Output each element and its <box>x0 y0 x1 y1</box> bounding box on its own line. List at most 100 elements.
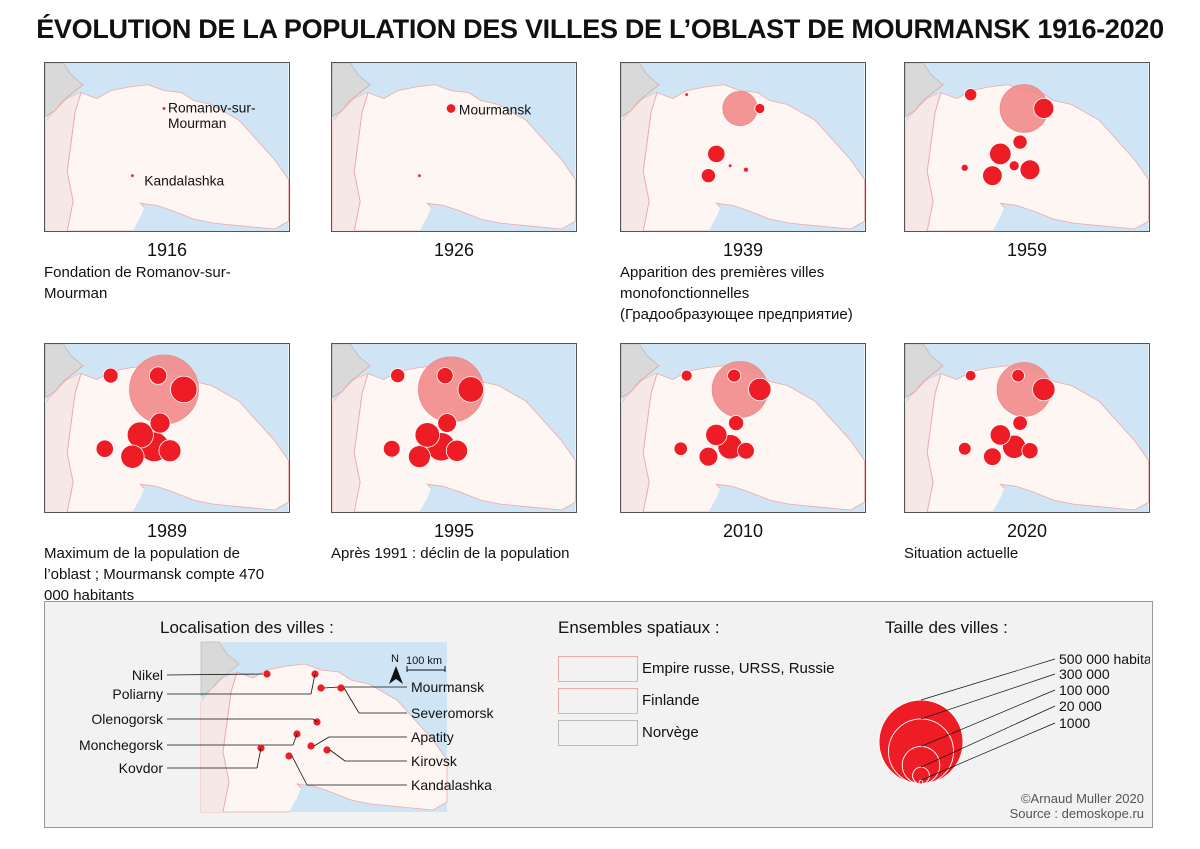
legend-box: Localisation des villes : N 100 km Nikel Po… <box>44 601 1153 828</box>
city-dot <box>317 684 325 692</box>
city-circle-kandalashka <box>417 173 422 178</box>
white-sea-bay <box>992 488 1054 512</box>
finland-border <box>642 373 658 512</box>
swatch-label-norway: Norvège <box>642 724 699 741</box>
city-circle-olenogorsk <box>437 413 457 433</box>
panel-year: 1959 <box>1006 240 1048 260</box>
map-label: Mourmansk <box>459 101 531 117</box>
swatch-label-finland: Finlande <box>642 692 700 709</box>
city-label-left: Poliarny <box>112 686 163 702</box>
city-circle-severomorsk <box>170 375 198 404</box>
russia-land <box>45 84 289 231</box>
russia-land <box>621 84 865 231</box>
city-dot <box>307 742 315 750</box>
size-label: 1000 <box>1059 715 1090 731</box>
swatch-russia <box>558 656 638 682</box>
map-1989 <box>44 343 290 513</box>
city-label-right: Mourmansk <box>411 679 485 695</box>
city-dot <box>337 684 345 692</box>
finland-border <box>926 92 942 231</box>
finland-border <box>66 373 82 512</box>
map-label: Romanov-sur- <box>168 99 256 115</box>
scale-label: 100 km <box>406 655 442 667</box>
city-circle-romanov-sur-mourman <box>162 106 166 111</box>
city-circle-kandalashka <box>983 447 1002 466</box>
city-dot <box>323 746 331 754</box>
white-sea-bay <box>708 207 770 231</box>
finland-border <box>353 373 369 512</box>
city-circle-kirovsk <box>1021 442 1039 460</box>
city-circle-olenogorsk <box>1012 134 1028 150</box>
city-circle-monchegorsk <box>126 421 154 449</box>
white-sea-bay <box>132 207 194 231</box>
white-sea-bay <box>419 207 481 231</box>
city-circle-apatity <box>1008 160 1020 172</box>
city-label-right: Kirovsk <box>411 753 458 769</box>
panel-year: 1939 <box>722 240 764 260</box>
city-label-left: Kovdor <box>119 760 164 776</box>
white-sea-bay <box>708 488 770 512</box>
white-sea-bay <box>132 488 194 512</box>
norway-border <box>45 84 84 117</box>
map-1959 <box>904 62 1150 232</box>
finland-border <box>66 92 82 231</box>
panel-2020: 2020 Situation actuelle <box>904 343 1150 564</box>
city-circle-kandalashka <box>407 445 431 469</box>
panel-1939: 1939 Apparition des premières villes mon… <box>620 62 866 325</box>
panel-caption: Maximum de la population de l’oblast ; M… <box>44 545 265 604</box>
city-circle-olenogorsk <box>149 412 171 434</box>
finland-land <box>621 373 658 512</box>
city-dot <box>285 752 293 760</box>
city-circle-apatity <box>728 164 732 168</box>
city-circle-kandalashka <box>982 165 1003 186</box>
map-1939 <box>620 62 866 232</box>
panel-year: 1916 <box>146 240 188 260</box>
city-circle-severomorsk <box>754 103 766 114</box>
panel-year: 2020 <box>1006 521 1048 541</box>
city-label-right: Apatity <box>411 729 454 745</box>
credit-source: Source : demoskope.ru <box>1009 806 1144 821</box>
finland-border <box>926 373 942 512</box>
norway-border <box>332 365 371 398</box>
city-circle-monchegorsk <box>707 144 726 164</box>
city-label-left: Monchegorsk <box>79 737 164 753</box>
map-1916: Romanov-sur-Mourman Kandalashka <box>44 62 290 232</box>
city-circle-severomorsk <box>1032 377 1056 402</box>
size-label: 100 000 <box>1059 682 1110 698</box>
white-sea-bay <box>419 488 481 512</box>
city-circle-kirovsk <box>737 441 755 460</box>
city-circle-poliarny <box>1011 368 1025 383</box>
city-circle-kandalashka <box>698 446 719 467</box>
city-circle-mourmansk <box>445 103 457 114</box>
norway-border <box>621 365 660 398</box>
panel-year: 1995 <box>433 521 475 541</box>
credit: ©Arnaud Muller 2020 Source : demoskope.r… <box>1010 791 1144 821</box>
map-1995 <box>331 343 577 513</box>
white-sea-bay <box>992 207 1054 231</box>
city-label-right: Severomorsk <box>411 705 494 721</box>
panel-1989: 1989 Maximum de la population de l’oblas… <box>44 343 290 606</box>
page-title: ÉVOLUTION DE LA POPULATION DES VILLES DE… <box>36 14 1164 44</box>
finland-border <box>642 92 658 231</box>
city-circle-monchegorsk <box>414 422 441 448</box>
city-circle-kovdor <box>673 441 688 456</box>
city-dot <box>263 670 271 678</box>
city-circle-kirovsk <box>743 167 749 173</box>
city-circle-poliarny <box>436 367 454 385</box>
city-circle-poliarny <box>727 368 742 383</box>
finland-land <box>905 92 942 231</box>
swatch-label-russia: Empire russe, URSS, Russie <box>642 660 835 677</box>
localisation-heading: Localisation des villes : <box>160 618 334 637</box>
city-circle-olenogorsk <box>1012 415 1028 431</box>
swatch-finland <box>558 688 638 714</box>
city-label-right: Kandalashka <box>411 777 492 793</box>
taille-heading: Taille des villes : <box>885 618 1008 637</box>
norway-border <box>332 84 371 117</box>
north-arrow-icon <box>389 666 403 684</box>
city-circle-kirovsk <box>158 439 182 463</box>
city-circle-kandalashka <box>700 168 716 184</box>
map-1926: Mourmansk <box>331 62 577 232</box>
panel-2010: 2010 <box>620 343 866 543</box>
norway-border <box>45 365 84 398</box>
city-circle-nikel <box>102 367 119 384</box>
